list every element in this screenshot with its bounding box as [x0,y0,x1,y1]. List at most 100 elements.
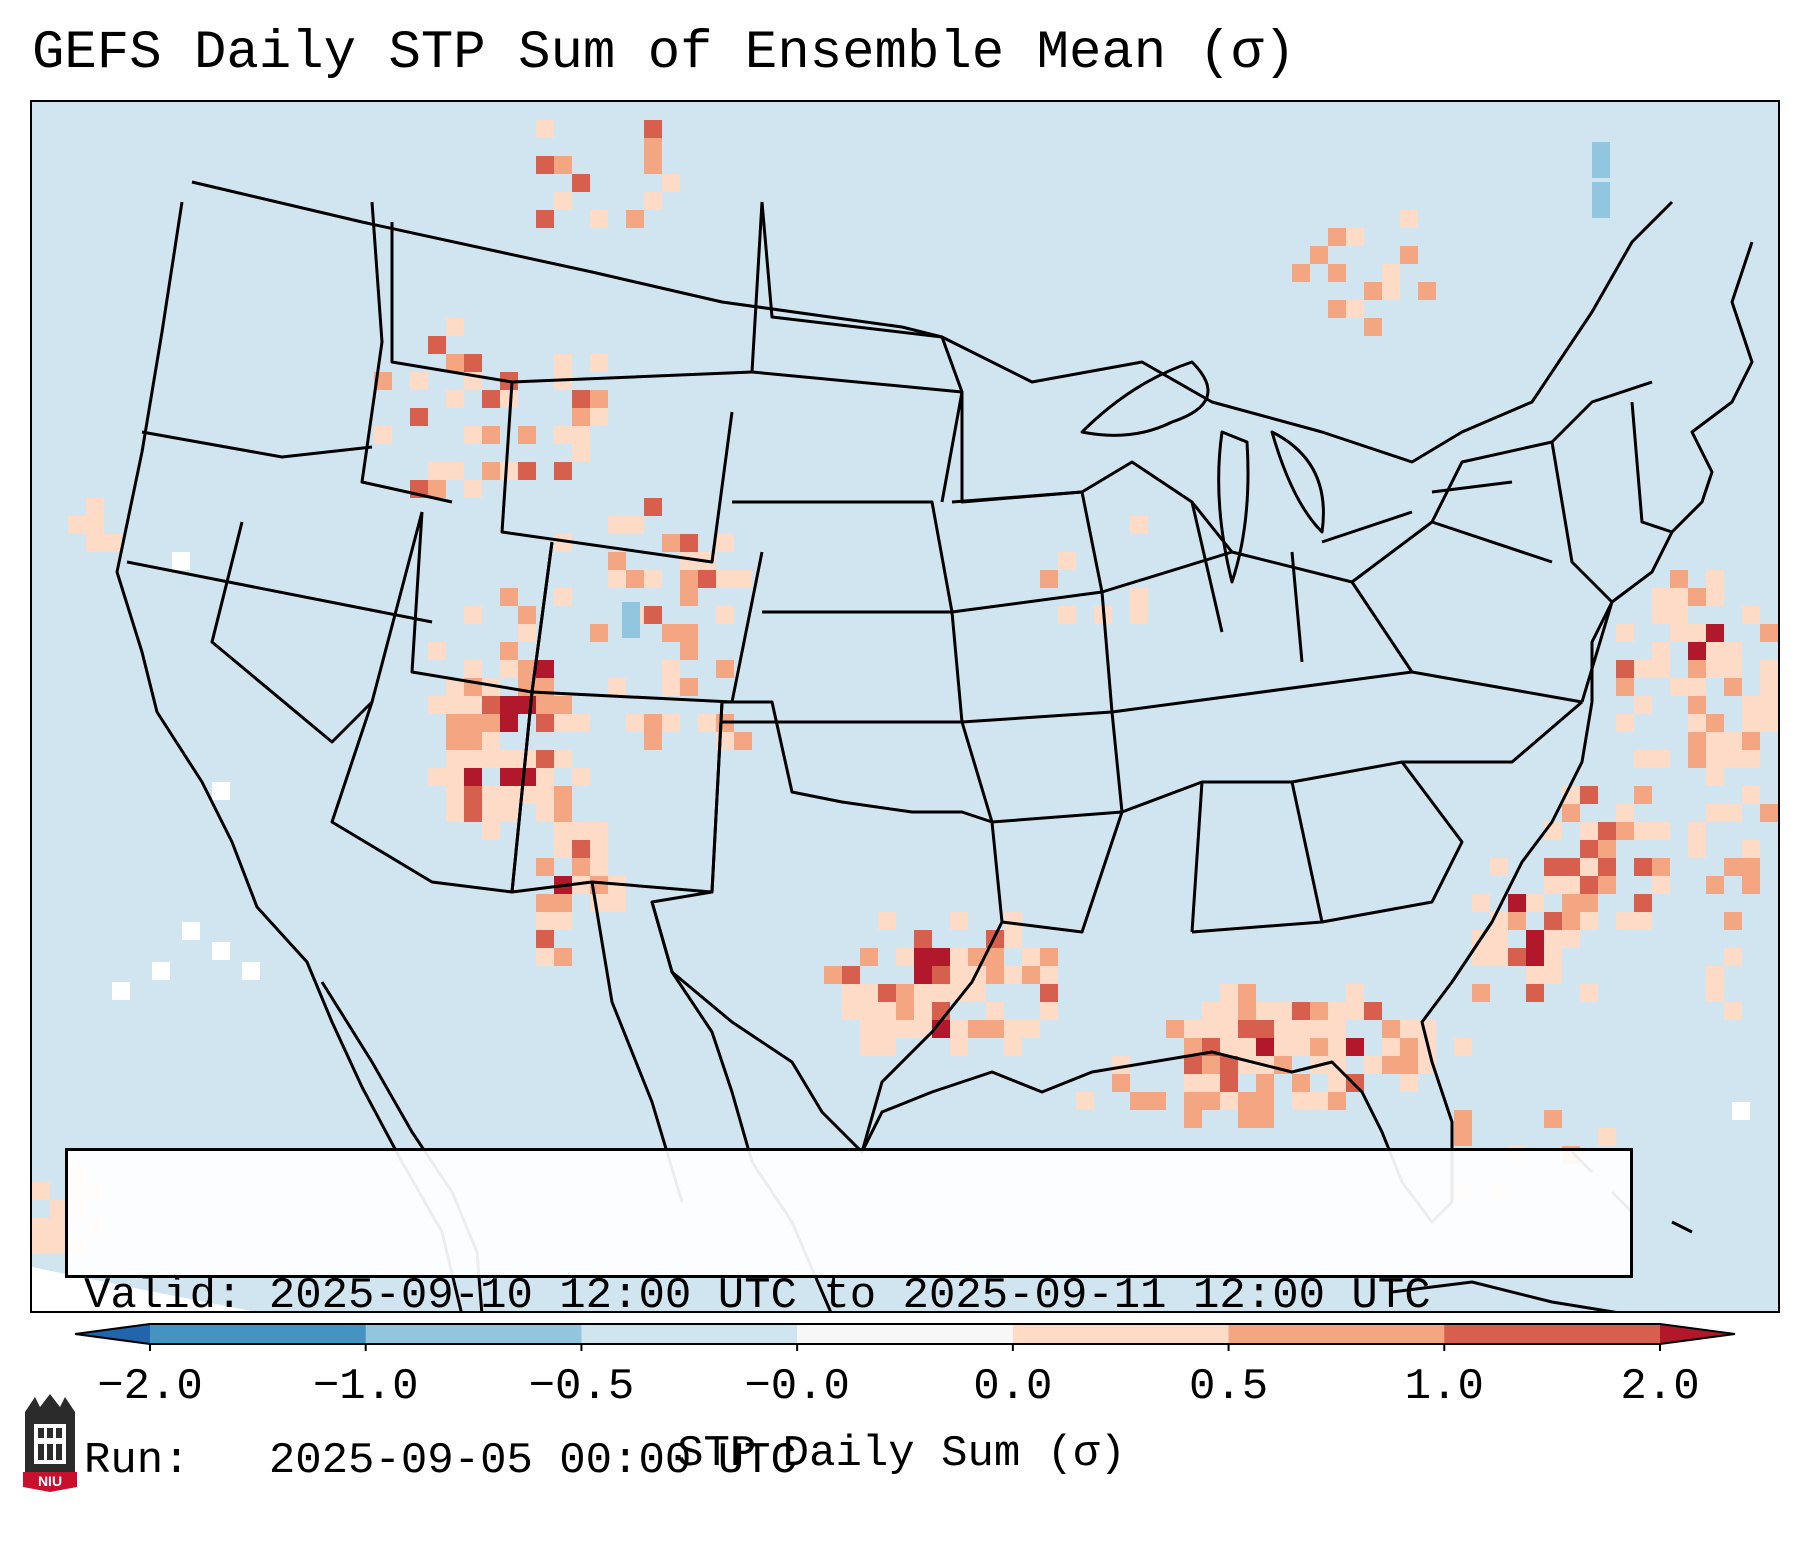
stp-cell [1778,696,1780,714]
stp-cell [1688,822,1706,840]
colorbar-bin [581,1324,798,1344]
stp-cell [1292,1038,1310,1056]
stp-cell [1742,732,1760,750]
stp-cell [716,534,734,552]
stp-cell [1706,984,1724,1002]
stp-cell [1346,300,1364,318]
stp-cell [680,642,698,660]
stp-cell [482,822,500,840]
stp-cell [626,714,644,732]
stp-cell [662,534,680,552]
stp-cell [464,804,482,822]
colorbar-tick-label: 0.5 [1188,1362,1269,1412]
stp-cell [1706,732,1724,750]
stp-cell [1670,624,1688,642]
stp-cell [1256,1092,1274,1110]
stp-cell [554,840,572,858]
pacific-coastline [115,201,463,1311]
stp-cell [554,894,572,912]
logo-banner [23,1472,77,1492]
stp-cell [1562,894,1580,912]
stp-cell [1580,858,1598,876]
stp-cell [1346,1038,1364,1056]
stp-cell [446,804,464,822]
colorbar-over-extension [1660,1324,1735,1344]
stp-cell [428,768,446,786]
stp-cell [1724,660,1742,678]
stp-cell [932,984,950,1002]
stp-cell [1310,1092,1328,1110]
stp-cell [662,678,680,696]
nevada-line [210,511,424,744]
stp-cell [446,696,464,714]
lake-michigan [1217,430,1250,584]
stp-cell [518,696,536,714]
stp-cell [590,390,608,408]
stp-cell [716,606,734,624]
stp-cell [518,660,536,678]
colorbar-bin [365,1324,582,1344]
colorado-line [530,541,764,704]
stp-cell [536,804,554,822]
stp-cell [536,750,554,768]
stp-cell [1688,588,1706,606]
stp-cell [1004,912,1022,930]
stp-cell [572,426,590,444]
stp-cell [1706,642,1724,660]
stp-cell [1652,750,1670,768]
stp-cell [482,462,500,480]
stp-cell [698,714,716,732]
stp-cell [464,660,482,678]
stp-cell [698,570,716,588]
stp-cell [554,822,572,840]
atlantic-coastline-north [1590,241,1754,702]
stp-cell [518,768,536,786]
stp-cell [86,516,104,534]
stp-cell [1328,300,1346,318]
stp-cell [590,408,608,426]
stp-cell [446,462,464,480]
colorbar-tick-label: −0.5 [528,1362,635,1412]
stp-cell [1526,948,1544,966]
stp-cell [86,498,104,516]
stp-cell [1220,1020,1238,1038]
stp-cell [1670,570,1688,588]
stp-cell [482,714,500,732]
stp-cell [1724,912,1742,930]
colorbar-tick-label: 1.0 [1404,1362,1484,1412]
stp-cell [1592,142,1610,178]
stp-cell [914,1002,932,1020]
stp-cell [1202,1074,1220,1092]
stp-cell [680,588,698,606]
stp-cell [1706,804,1724,822]
stp-cell [860,1020,878,1038]
stp-cell [968,984,986,1002]
stp-cell [950,1038,968,1056]
stp-cell [1742,840,1760,858]
stp-cell [1130,1092,1148,1110]
stp-cell [608,894,626,912]
stp-cell [1310,1038,1328,1056]
stp-cell [1220,1056,1238,1074]
stp-cell [1652,858,1670,876]
stp-cell [212,942,230,960]
stp-cell [1364,1002,1382,1020]
run-info-box: Valid: 2025-09-10 12:00 UTC to 2025-09-1… [65,1148,1633,1486]
stp-cell [1706,714,1724,732]
stp-cell [1526,930,1544,948]
stp-cell [1670,588,1688,606]
stp-cell [1562,858,1580,876]
stp-cell [1544,930,1562,948]
stp-cell [1562,930,1580,948]
stp-cell [572,768,590,786]
stp-cell [1382,1020,1400,1038]
kansas-line [762,610,964,723]
stp-cell [554,912,572,930]
stp-cell [572,840,590,858]
stp-cell [590,840,608,858]
lake-huron [1270,430,1325,534]
colorbar-bin [797,1324,1014,1344]
stp-cell [1652,606,1670,624]
stp-cell [608,570,626,588]
stp-cell [914,1020,932,1038]
